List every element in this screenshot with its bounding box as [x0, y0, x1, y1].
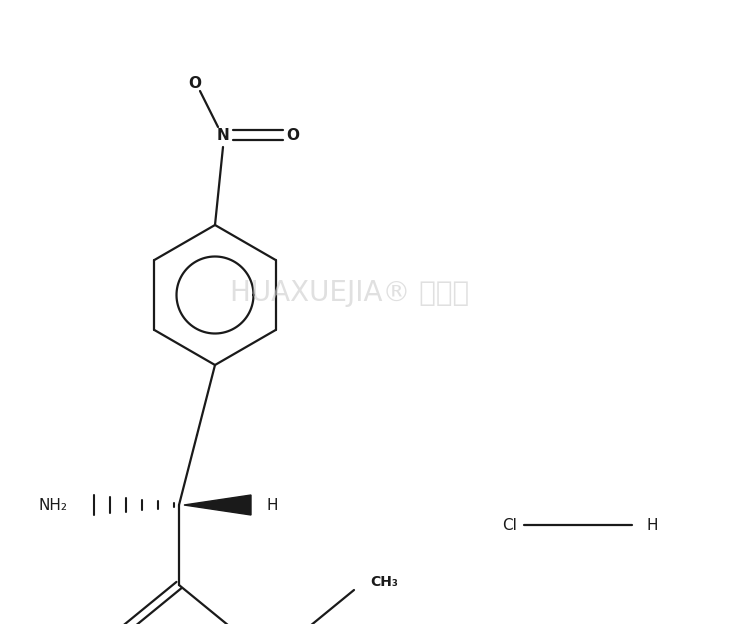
Text: O: O [188, 76, 202, 90]
Text: NH₂: NH₂ [39, 497, 68, 512]
Text: H: H [646, 517, 658, 532]
Text: HUAXUEJIA® 化学加: HUAXUEJIA® 化学加 [230, 280, 469, 307]
Text: O: O [286, 127, 300, 142]
Text: Cl: Cl [502, 517, 517, 532]
Text: N: N [217, 127, 229, 142]
Polygon shape [184, 495, 251, 515]
Text: CH₃: CH₃ [370, 575, 398, 589]
Text: H: H [267, 497, 278, 512]
